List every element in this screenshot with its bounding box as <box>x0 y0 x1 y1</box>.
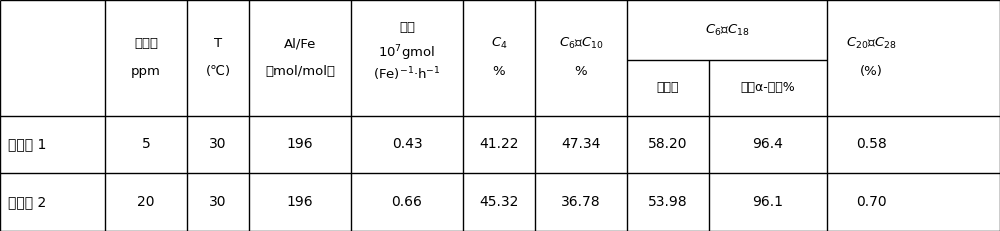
Text: %: % <box>493 65 505 78</box>
Text: 0.43: 0.43 <box>392 137 422 151</box>
Text: 水含量: 水含量 <box>134 37 158 50</box>
Text: T: T <box>214 37 222 50</box>
Text: 含量％: 含量％ <box>657 81 679 94</box>
Text: (%): (%) <box>860 65 883 78</box>
Text: 47.34: 47.34 <box>561 137 601 151</box>
Text: (Fe)$^{-1}$·h$^{-1}$: (Fe)$^{-1}$·h$^{-1}$ <box>373 65 441 83</box>
Text: 线性α-烯烃%: 线性α-烯烃% <box>741 81 795 94</box>
Text: Al/Fe: Al/Fe <box>284 37 316 50</box>
Text: 30: 30 <box>209 137 227 151</box>
Text: 96.1: 96.1 <box>752 195 783 209</box>
Text: 20: 20 <box>137 195 155 209</box>
Text: ppm: ppm <box>131 65 161 78</box>
Text: 0.58: 0.58 <box>856 137 887 151</box>
Text: 30: 30 <box>209 195 227 209</box>
Text: $C_{20}$～$C_{28}$: $C_{20}$～$C_{28}$ <box>846 36 897 52</box>
Text: 41.22: 41.22 <box>479 137 519 151</box>
Text: 活性: 活性 <box>399 21 415 34</box>
Text: 5: 5 <box>142 137 150 151</box>
Text: （mol/mol）: （mol/mol） <box>265 65 335 78</box>
Text: 45.32: 45.32 <box>479 195 519 209</box>
Text: $10^7$gmol: $10^7$gmol <box>378 43 436 63</box>
Text: $C_6$～$C_{18}$: $C_6$～$C_{18}$ <box>705 22 749 38</box>
Text: 实施例 2: 实施例 2 <box>8 195 46 209</box>
Text: 58.20: 58.20 <box>648 137 688 151</box>
Text: %: % <box>575 65 587 78</box>
Text: 0.66: 0.66 <box>392 195 422 209</box>
Text: 196: 196 <box>287 137 313 151</box>
Text: 196: 196 <box>287 195 313 209</box>
Text: 36.78: 36.78 <box>561 195 601 209</box>
Text: $C_4$: $C_4$ <box>491 36 507 52</box>
Text: $C_6$～$C_{10}$: $C_6$～$C_{10}$ <box>559 36 603 52</box>
Text: 53.98: 53.98 <box>648 195 688 209</box>
Text: 实施例 1: 实施例 1 <box>8 137 46 151</box>
Text: 0.70: 0.70 <box>856 195 887 209</box>
Text: (℃): (℃) <box>205 65 231 78</box>
Text: 96.4: 96.4 <box>753 137 783 151</box>
